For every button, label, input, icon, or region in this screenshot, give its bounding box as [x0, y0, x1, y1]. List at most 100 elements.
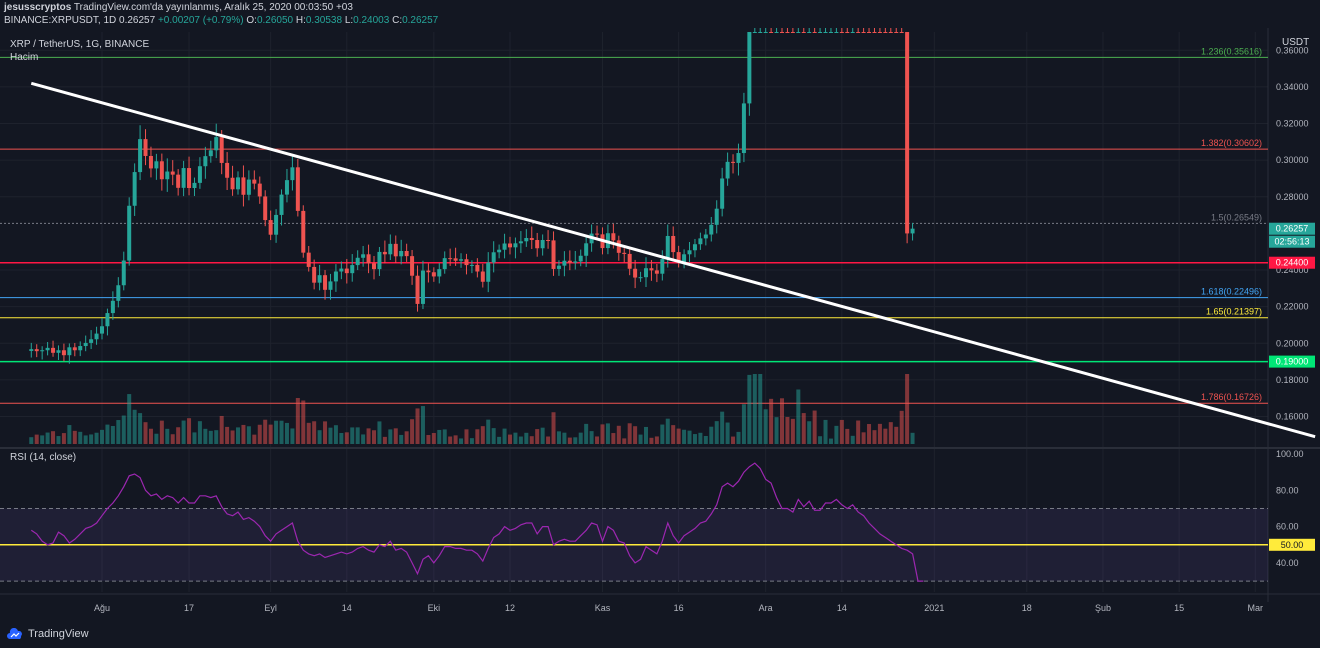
- time-axis[interactable]: Ağu 17 Eyl 14 Eki 12 Kas 16 Ara 14 2021 18 Şub 15 Mar: [94, 603, 1263, 613]
- volume-bar: [486, 419, 491, 444]
- candle-body: [818, 32, 823, 33]
- volume-bar: [377, 421, 382, 444]
- candle-body: [29, 349, 34, 351]
- price-tick-1: 0.34000: [1276, 82, 1309, 92]
- price-axis[interactable]: 0.36000 0.34000 0.32000 0.30000 0.28000 0.240…: [1269, 45, 1315, 568]
- candle-body: [94, 333, 99, 340]
- candle-body: [546, 240, 551, 242]
- candle-body: [736, 153, 741, 163]
- candle-body: [649, 268, 654, 271]
- candle-body: [312, 266, 317, 283]
- candle-body: [584, 243, 589, 256]
- volume-bar: [807, 421, 812, 444]
- volume-bar: [894, 426, 899, 444]
- level-tag-0: 0.24400: [1276, 258, 1309, 268]
- volume-bar: [312, 421, 317, 444]
- volume-bar: [556, 431, 561, 444]
- price-tick-5: 0.24000: [1276, 265, 1309, 275]
- volume-bar: [241, 424, 246, 444]
- volume-bar: [611, 433, 616, 444]
- level-label-4: 1.618(0.22496): [1201, 287, 1262, 297]
- volume-bar: [725, 422, 730, 444]
- trendline[interactable]: [30, 81, 1316, 439]
- candle-body: [665, 235, 670, 260]
- candle-body: [611, 233, 616, 241]
- volume-bar: [372, 430, 376, 444]
- date-tick-0: Ağu: [94, 603, 110, 613]
- candle-body: [823, 32, 828, 33]
- volume-bar: [83, 435, 88, 444]
- rsi-pane: [0, 462, 1268, 582]
- volume-bar: [905, 374, 910, 444]
- volume-bar: [203, 428, 208, 444]
- candle-body: [578, 255, 583, 262]
- tradingview-logo[interactable]: TradingView: [6, 628, 89, 640]
- volume-bar: [89, 434, 94, 444]
- volume-bar: [839, 419, 844, 444]
- currency-label[interactable]: USDT: [1282, 37, 1309, 48]
- volume-bar: [883, 428, 888, 444]
- volume-bar: [491, 428, 496, 444]
- rsi-value-tag-bg: [1269, 538, 1315, 551]
- volume-bar: [703, 435, 708, 444]
- candle-body: [731, 161, 736, 163]
- date-tick-13: 15: [1174, 603, 1184, 613]
- candle-body: [834, 32, 839, 33]
- volume-bar: [236, 427, 240, 444]
- candle-body: [388, 243, 393, 255]
- volume-bar: [834, 425, 839, 444]
- volume-bar: [306, 422, 311, 444]
- candle-body: [382, 251, 387, 255]
- candle-body: [551, 240, 556, 269]
- candle-body: [279, 194, 284, 215]
- date-tick-10: 2021: [924, 603, 944, 613]
- candle-body: [698, 238, 703, 245]
- volume-bar: [40, 435, 45, 444]
- candle-body: [230, 177, 235, 190]
- symbol-label[interactable]: BINANCE:XRPUSDT, 1D: [4, 15, 117, 26]
- volume-bar: [317, 430, 322, 444]
- candle-body: [448, 258, 453, 260]
- candle-body: [491, 252, 496, 263]
- candle-body: [480, 271, 485, 282]
- candle-body: [720, 178, 725, 209]
- date-tick-3: 14: [342, 603, 352, 613]
- volume-bar: [257, 424, 262, 444]
- volume-bar: [431, 433, 436, 444]
- volume-bar: [110, 425, 115, 444]
- volume-bar: [790, 418, 795, 444]
- current-price: 0.26257: [119, 15, 156, 26]
- candle-body: [34, 349, 39, 352]
- candle-body: [426, 270, 431, 273]
- candle-body: [453, 258, 458, 261]
- volume-bar: [752, 374, 757, 444]
- candle-body: [225, 162, 230, 178]
- candle-body: [518, 241, 523, 244]
- volume-bar: [219, 415, 224, 444]
- candle-body: [176, 174, 181, 188]
- volume-bar: [170, 434, 175, 444]
- candle-body: [100, 326, 104, 334]
- countdown-tag: 02:56:13: [1274, 237, 1309, 247]
- volume-bar: [546, 436, 551, 444]
- candle-body: [208, 150, 213, 157]
- volume-bar: [796, 389, 801, 444]
- author-name[interactable]: jesusscryptos: [4, 2, 72, 13]
- candle-body: [807, 32, 812, 33]
- volume-bar: [192, 432, 197, 444]
- descending-trendline[interactable]: [30, 81, 1316, 439]
- candle-body: [709, 224, 714, 235]
- candle-body: [138, 139, 143, 173]
- volume-bar: [660, 424, 665, 444]
- candle-body: [328, 281, 333, 290]
- pane-title: XRP / TetherUS, 1G, BINANCE: [10, 39, 149, 50]
- volume-bars: [29, 374, 915, 444]
- chart-area[interactable]: 1.236(0.35616) 1.382(0.30602) 1.5(0.26549)…: [0, 28, 1320, 622]
- volume-bar: [758, 374, 763, 444]
- volume-bar: [72, 430, 77, 444]
- volume-bar: [469, 438, 474, 444]
- volume-bar: [818, 436, 823, 444]
- candle-body: [725, 161, 730, 179]
- date-tick-11: 18: [1022, 603, 1032, 613]
- volume-bar: [279, 420, 284, 444]
